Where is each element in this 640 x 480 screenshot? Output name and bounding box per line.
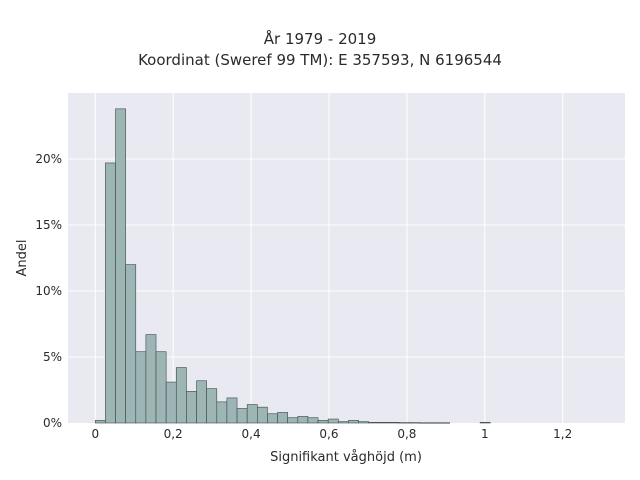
x-tick-label: 0,8 (397, 427, 416, 441)
histogram-bar (388, 422, 400, 424)
y-tick-label: 5% (43, 350, 62, 364)
histogram-bar (115, 108, 126, 424)
histogram-bar (338, 421, 349, 424)
histogram-bar (196, 380, 207, 424)
histogram-bar (439, 422, 451, 424)
histogram-bar (419, 422, 430, 424)
x-tick-label: 1,2 (553, 427, 572, 441)
histogram-bar (408, 422, 420, 424)
histogram-bar (378, 422, 390, 424)
y-axis-label: Andel (15, 240, 30, 277)
histogram-bar (317, 420, 329, 424)
histogram-bar (206, 388, 218, 424)
histogram-bar (358, 421, 370, 424)
x-tick-label: 0,4 (242, 427, 261, 441)
histogram-bar (216, 401, 228, 424)
histogram-bar (398, 422, 410, 424)
histogram-bar (297, 416, 309, 424)
histogram-bar (429, 422, 440, 424)
x-tick-label: 0,6 (319, 427, 338, 441)
bars (94, 108, 491, 424)
x-axis-label: Signifikant våghöjd (m) (270, 450, 422, 465)
x-tick-label: 0 (91, 427, 99, 441)
x-tick-label: 0,2 (164, 427, 183, 441)
y-tick-label: 10% (35, 284, 62, 298)
histogram-bar (368, 422, 380, 424)
chart-title: År 1979 - 2019 (263, 30, 377, 48)
histogram-bar (125, 264, 137, 424)
histogram-bar (287, 417, 299, 424)
y-tick-label: 0% (43, 416, 62, 430)
x-tick-label: 1 (481, 427, 489, 441)
histogram-bar (307, 417, 319, 424)
histogram-bar (257, 406, 268, 424)
histogram-bar (165, 381, 177, 424)
histogram-bar (226, 397, 238, 424)
histogram-bar (327, 418, 339, 424)
histogram-bar (348, 420, 359, 424)
histogram-bar (277, 412, 288, 424)
histogram-bar (105, 162, 116, 424)
histogram-bar (155, 351, 167, 424)
y-tick-label: 15% (35, 218, 62, 232)
chart-subtitle: Koordinat (Sweref 99 TM): E 357593, N 61… (138, 51, 502, 69)
histogram-bar (246, 404, 258, 424)
histogram-bar (94, 420, 106, 424)
histogram-bar (479, 422, 491, 424)
y-tick-label: 20% (35, 152, 62, 166)
histogram-bar (186, 391, 197, 424)
histogram-bar (135, 351, 147, 424)
histogram-bar (175, 367, 187, 424)
histogram-bar (236, 408, 248, 424)
histogram-bar (145, 334, 157, 424)
histogram-bar (267, 413, 278, 424)
tick-labels: 0 0,2 0,4 0,6 0,8 1 1,2 0% 5% 10% 15% 20% (35, 152, 572, 441)
